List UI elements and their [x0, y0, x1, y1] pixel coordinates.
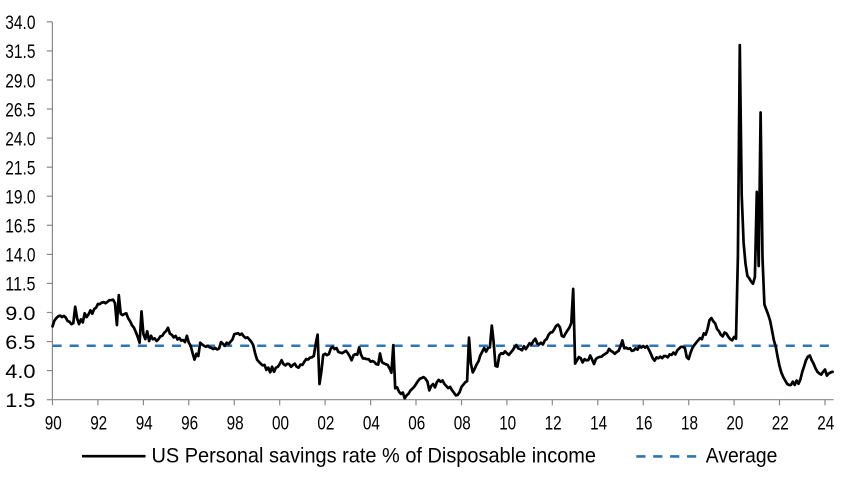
svg-text:4.0: 4.0 — [5, 362, 35, 383]
svg-text:94: 94 — [136, 413, 153, 434]
svg-text:12: 12 — [545, 413, 562, 434]
svg-text:18: 18 — [681, 413, 698, 434]
svg-text:22: 22 — [772, 413, 789, 434]
svg-text:9.0: 9.0 — [5, 304, 35, 325]
svg-text:6.5: 6.5 — [5, 333, 35, 354]
svg-text:19.0: 19.0 — [5, 188, 35, 209]
svg-text:96: 96 — [181, 413, 198, 434]
svg-text:31.5: 31.5 — [5, 42, 35, 63]
svg-text:26.5: 26.5 — [5, 100, 35, 121]
svg-text:16.5: 16.5 — [5, 217, 35, 238]
svg-text:US Personal savings rate % of: US Personal savings rate % of Disposable… — [152, 444, 597, 467]
svg-text:21.5: 21.5 — [5, 159, 35, 180]
svg-text:14: 14 — [590, 413, 607, 434]
svg-text:98: 98 — [227, 413, 244, 434]
svg-text:16: 16 — [636, 413, 653, 434]
svg-text:20: 20 — [726, 413, 743, 434]
svg-text:29.0: 29.0 — [5, 71, 35, 92]
svg-text:24: 24 — [817, 413, 834, 434]
svg-text:00: 00 — [272, 413, 289, 434]
svg-text:06: 06 — [408, 413, 425, 434]
svg-text:90: 90 — [45, 413, 62, 434]
svg-text:24.0: 24.0 — [5, 129, 35, 150]
svg-text:11.5: 11.5 — [5, 275, 35, 296]
svg-text:1.5: 1.5 — [5, 391, 35, 412]
svg-text:08: 08 — [454, 413, 471, 434]
svg-text:34.0: 34.0 — [5, 13, 35, 34]
svg-text:04: 04 — [363, 413, 380, 434]
svg-text:02: 02 — [317, 413, 334, 434]
svg-text:Average: Average — [706, 444, 778, 467]
svg-text:14.0: 14.0 — [5, 246, 35, 267]
svg-text:10: 10 — [499, 413, 516, 434]
svg-text:92: 92 — [90, 413, 107, 434]
